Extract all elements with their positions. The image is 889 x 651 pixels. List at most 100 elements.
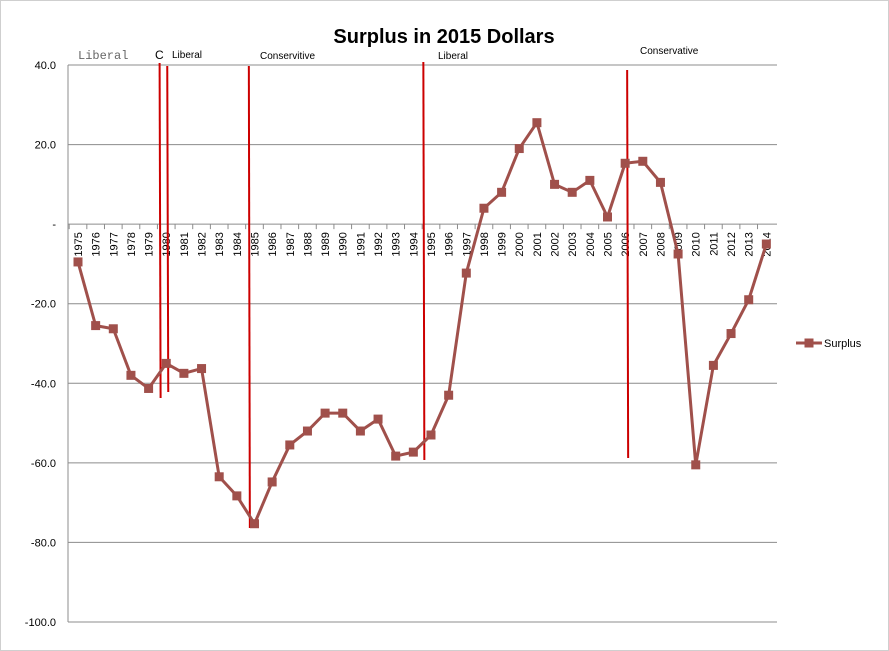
x-tick-label: 1987	[285, 232, 297, 256]
x-tick-label: 1988	[302, 232, 314, 256]
x-tick-label: 2013	[744, 232, 756, 256]
data-point	[461, 268, 471, 278]
era-divider-line	[247, 65, 251, 529]
annotation-c: C	[155, 48, 164, 62]
x-tick-label: 1976	[91, 232, 103, 256]
data-point	[655, 177, 665, 187]
data-point	[408, 447, 418, 457]
x-tick-label: 2011	[708, 232, 720, 256]
data-point	[338, 408, 348, 418]
data-point	[108, 324, 118, 334]
x-tick-label: 1999	[497, 232, 509, 256]
x-tick-label: 2008	[655, 232, 667, 256]
x-tick-label: 2005	[603, 232, 615, 256]
data-point	[585, 175, 595, 185]
x-tick-label: 1992	[373, 232, 385, 256]
x-tick-label: 1985	[250, 232, 262, 256]
data-point	[285, 440, 295, 450]
data-point	[144, 383, 154, 393]
x-tick-label: 1977	[108, 232, 120, 256]
x-tick-label: 1995	[426, 232, 438, 256]
data-point	[603, 212, 612, 222]
data-point	[479, 203, 489, 213]
legend-label: Surplus	[824, 338, 862, 350]
data-point	[373, 414, 383, 424]
x-tick-label: 1984	[232, 232, 244, 256]
x-tick-label: 2004	[585, 232, 597, 256]
data-point	[726, 329, 736, 339]
x-tick-label: 1996	[444, 232, 456, 256]
y-tick-label: -60.0	[31, 458, 56, 470]
annotation-conservative-1: Conservitive	[260, 51, 315, 62]
x-tick-label: 2001	[532, 232, 544, 256]
data-point	[250, 519, 259, 529]
x-tick-label: 1991	[355, 232, 367, 256]
y-tick-label: -80.0	[31, 537, 56, 549]
data-point	[426, 430, 436, 440]
data-point	[179, 368, 189, 378]
y-tick-label: -40.0	[31, 378, 56, 390]
data-point	[497, 187, 507, 197]
annotation-liberal-2: Liberal	[172, 50, 202, 61]
x-tick-label: 1979	[144, 232, 156, 256]
y-tick-label: -	[52, 219, 56, 231]
data-point	[532, 118, 542, 128]
x-tick-label: 2003	[567, 232, 579, 256]
data-point	[214, 472, 224, 482]
data-point	[355, 426, 365, 436]
legend-marker	[804, 338, 814, 348]
era-divider-line	[158, 62, 162, 399]
x-tick-label: 2000	[514, 232, 526, 256]
era-divider-line	[166, 65, 170, 393]
data-point	[514, 144, 524, 154]
x-tick-label: 1997	[461, 232, 473, 256]
y-tick-label: 20.0	[35, 140, 56, 152]
x-tick-label: 2002	[550, 232, 562, 256]
x-tick-label: 1978	[126, 232, 138, 256]
x-tick-label: 1993	[391, 232, 403, 256]
data-point	[761, 239, 771, 249]
x-tick-label: 1989	[320, 232, 332, 256]
data-point	[691, 460, 701, 470]
data-point	[744, 295, 754, 305]
x-tick-label: 1986	[267, 232, 279, 256]
annotation-conservative-2: Conservative	[640, 46, 699, 57]
x-tick-label: 1975	[73, 232, 85, 256]
data-point	[197, 364, 207, 374]
annotation-liberal-3: Liberal	[438, 51, 468, 62]
chart-title: Surplus in 2015 Dollars	[333, 26, 554, 48]
data-point	[638, 156, 648, 166]
data-point	[91, 321, 101, 331]
y-tick-label: -100.0	[25, 617, 56, 629]
data-point	[673, 249, 683, 259]
x-tick-label: 1982	[197, 232, 209, 256]
series-line-surplus	[76, 121, 768, 526]
data-point	[620, 158, 630, 168]
data-point	[161, 358, 171, 368]
era-divider-line	[422, 61, 426, 461]
x-tick-label: 1998	[479, 232, 491, 256]
x-tick-label: 1994	[408, 232, 420, 256]
data-point	[444, 390, 454, 400]
era-divider-line	[626, 69, 630, 459]
y-tick-label: 40.0	[35, 60, 56, 72]
x-tick-label: 2010	[691, 232, 703, 256]
data-point	[567, 187, 577, 197]
data-point	[320, 408, 330, 418]
annotation-liberal-1: Liberal	[78, 49, 128, 63]
y-tick-label: -20.0	[31, 299, 56, 311]
data-point	[708, 360, 718, 370]
x-tick-label: 2007	[638, 232, 650, 256]
x-tick-label: 1983	[214, 232, 226, 256]
data-point	[550, 179, 560, 189]
x-tick-label: 1990	[338, 232, 350, 256]
x-tick-label: 2012	[726, 232, 738, 256]
x-tick-label: 1981	[179, 232, 191, 256]
data-point	[391, 451, 401, 461]
data-point	[302, 426, 312, 436]
data-point	[73, 257, 83, 267]
x-tick-label: 2006	[620, 232, 632, 256]
data-point	[267, 477, 277, 487]
data-point	[232, 491, 242, 501]
